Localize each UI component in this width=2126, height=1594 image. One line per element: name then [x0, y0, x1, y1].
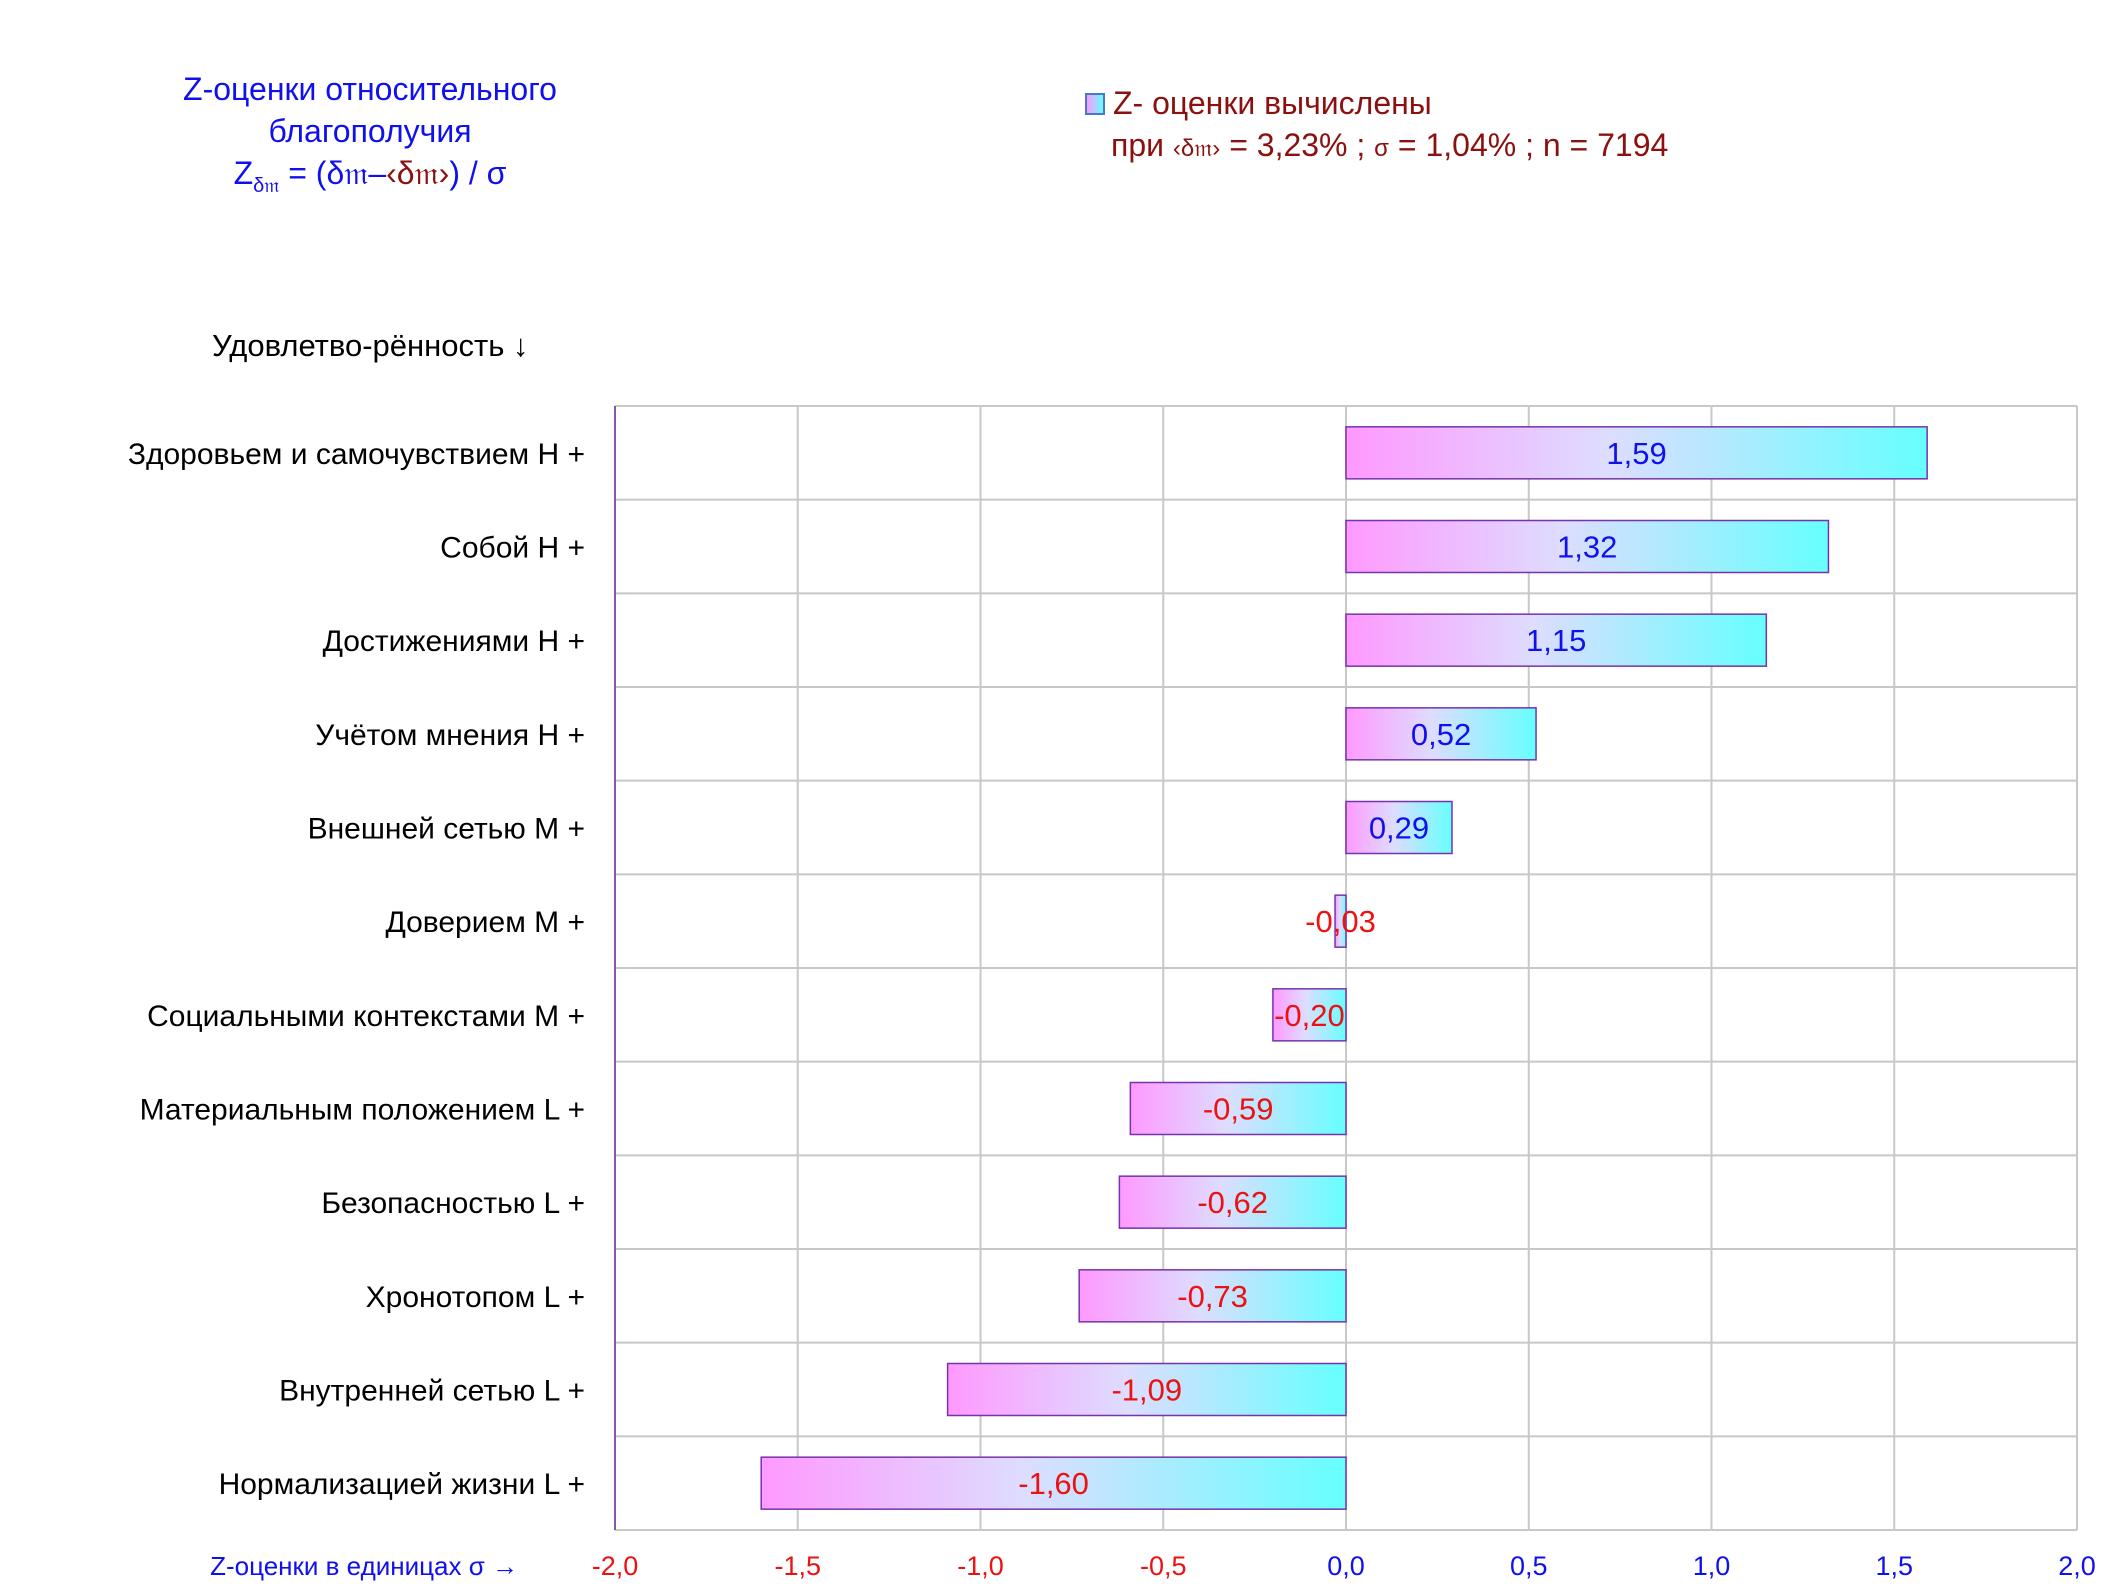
bar-value-label: 1,32	[1557, 530, 1617, 565]
bar-value-label: -0,59	[1203, 1092, 1274, 1127]
title-formula: Zδ𝔪 = (δ𝔪–‹δ𝔪›) / σ	[150, 152, 590, 207]
bar	[1272, 988, 1347, 1042]
bar	[1129, 1081, 1347, 1136]
bar	[1345, 426, 1928, 480]
x-tick-label: -1,0	[957, 1551, 1004, 1581]
bar-value-label: 0,29	[1369, 811, 1429, 846]
formula-z: Z	[233, 155, 254, 191]
bar	[760, 1456, 1347, 1510]
category-label: Учётом мнения H +	[315, 719, 585, 752]
title-line-1: Z-оценки относительного	[183, 71, 557, 107]
legend-line-2: при ‹δ𝔪› = 3,23% ; σ = 1,04% ; n = 7194	[1085, 124, 1668, 170]
x-tick-label: 2,0	[2058, 1551, 2096, 1581]
bar	[1078, 1269, 1347, 1323]
title-line-2: благополучия	[268, 113, 472, 149]
chart-title: Z-оценки относительного благополучия Zδ𝔪…	[150, 68, 590, 207]
legend-label: Z- оценки вычислены	[1113, 85, 1432, 121]
bar	[1345, 613, 1768, 667]
x-tick-label: -0,5	[1140, 1551, 1187, 1581]
legend-mean: ‹δ𝔪›	[1172, 135, 1221, 162]
bar-value-label: -0,73	[1177, 1279, 1248, 1314]
category-label: Внутренней сетью L +	[279, 1375, 585, 1408]
category-label: Собой H +	[440, 532, 585, 565]
bar	[1118, 1175, 1347, 1229]
bar-value-label: -0,62	[1197, 1185, 1268, 1220]
formula-mean: ‹δ𝔪›	[386, 155, 450, 191]
x-tick-label: -2,0	[592, 1551, 639, 1581]
x-tick-labels: -2,0 -1,5 -1,0 -0,5 0,0 0,5 1,0 1,5 2,0	[592, 1551, 2096, 1581]
formula-end: ) / σ	[449, 155, 507, 191]
x-axis-label: Z-оценки в единицах σ →	[210, 1551, 518, 1581]
x-tick-label: 1,0	[1693, 1551, 1731, 1581]
formula-subscript: δ𝔪	[253, 175, 280, 197]
bar-value-label: -1,09	[1111, 1373, 1182, 1408]
legend-sigma: σ	[1374, 135, 1389, 162]
legend-line-1: Z- оценки вычислены	[1085, 82, 1668, 124]
value-labels: 1,59 1,32 1,15 0,52 0,29 -0,03 -0,20 -0,59 -0,62…	[1018, 436, 1666, 1501]
category-label: Доверием M +	[385, 906, 585, 939]
category-labels: Здоровьем и самочувствием H + Собой H + До…	[128, 438, 585, 1501]
bar-value-label: 1,15	[1526, 623, 1586, 658]
bar-value-label: -0,20	[1274, 998, 1345, 1033]
category-axis-header: Удовлетво-рённость ↓	[212, 328, 529, 363]
category-label: Нормализацией жизни L +	[219, 1468, 585, 1501]
bar-value-label: 0,52	[1411, 717, 1471, 752]
category-label: Здоровьем и самочувствием H +	[128, 438, 585, 471]
category-label: Материальным положением L +	[140, 1094, 585, 1127]
x-tick-label: 0,5	[1510, 1551, 1548, 1581]
bar	[1345, 800, 1453, 855]
x-tick-label: -1,5	[774, 1551, 821, 1581]
bar	[1345, 707, 1537, 761]
bar-value-label: 1,59	[1606, 436, 1666, 471]
category-label: Безопасностью L +	[321, 1187, 585, 1220]
legend-prefix: при	[1111, 127, 1173, 163]
x-tick-label: 0,0	[1327, 1551, 1365, 1581]
bar-value-label: -1,60	[1018, 1466, 1089, 1501]
legend-stats: = 3,23% ;	[1220, 127, 1375, 163]
category-label: Социальными контекстами M +	[147, 1000, 585, 1033]
bars	[760, 426, 1928, 1510]
bar	[1334, 894, 1347, 948]
legend: Z- оценки вычислены при ‹δ𝔪› = 3,23% ; σ…	[1085, 82, 1668, 170]
category-label: Хронотопом L +	[366, 1281, 585, 1314]
legend-stats-end: = 1,04% ; n = 7194	[1388, 127, 1669, 163]
bar-value-label: -0,03	[1305, 904, 1376, 939]
x-tick-label: 1,5	[1875, 1551, 1913, 1581]
bar	[946, 1362, 1347, 1417]
bar	[1345, 519, 1830, 574]
legend-swatch	[1085, 93, 1105, 115]
category-label: Внешней сетью M +	[308, 813, 585, 846]
grid-lines	[614, 405, 2078, 1531]
category-label: Достижениями H +	[323, 625, 585, 658]
formula-body: = (δ𝔪–	[279, 155, 387, 191]
